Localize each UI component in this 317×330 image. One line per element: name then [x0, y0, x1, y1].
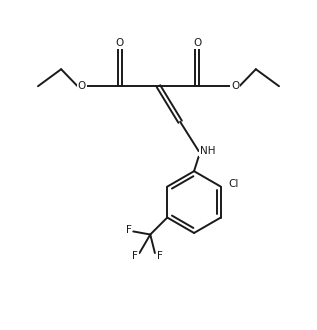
- Text: O: O: [78, 81, 86, 91]
- Text: O: O: [231, 81, 239, 91]
- Text: Cl: Cl: [229, 179, 239, 188]
- Text: F: F: [126, 225, 132, 235]
- Text: F: F: [157, 251, 163, 261]
- Text: O: O: [116, 38, 124, 48]
- Text: O: O: [193, 38, 201, 48]
- Text: F: F: [132, 251, 138, 261]
- Text: NH: NH: [200, 146, 215, 156]
